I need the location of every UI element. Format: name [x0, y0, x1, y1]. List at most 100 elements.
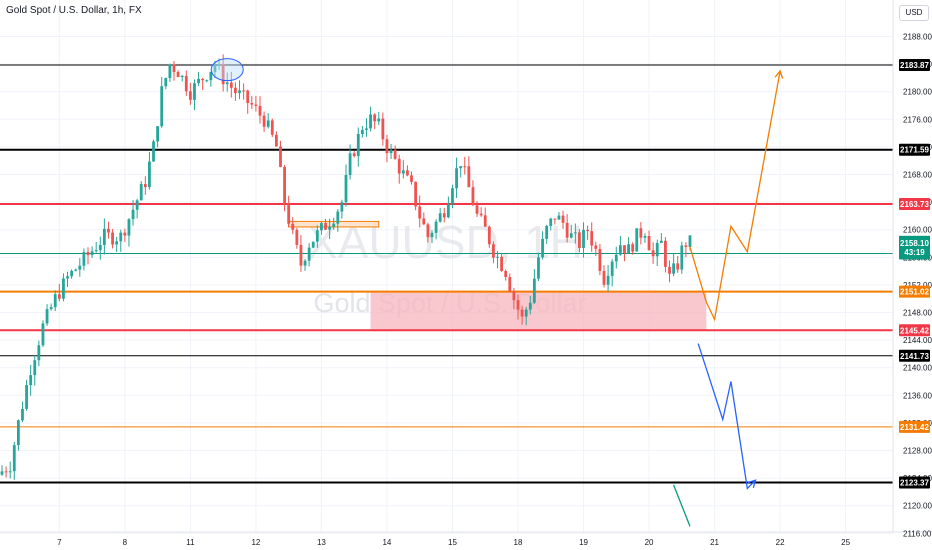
candle-body [156, 126, 160, 142]
candle-body [70, 270, 74, 277]
candle-body [471, 187, 475, 206]
ellipse-marker[interactable] [210, 58, 244, 82]
candle-body [672, 263, 676, 274]
candle-body [205, 80, 209, 82]
y-tick-label: 2128.00 [903, 447, 932, 456]
x-tick-label: 22 [776, 538, 785, 547]
candle-body [119, 232, 123, 242]
candle-body [320, 223, 323, 231]
candle-body [516, 300, 520, 310]
candle-body [508, 277, 512, 292]
candle-body [90, 251, 94, 256]
candle-body [41, 323, 45, 346]
candle-body [131, 209, 135, 220]
candle-body [328, 226, 332, 230]
candle-body [229, 82, 233, 88]
candle-body [180, 75, 184, 78]
candle-body [279, 146, 282, 167]
level-price-tag [899, 324, 930, 337]
candle-body [53, 294, 57, 308]
candle-body [291, 223, 295, 230]
candle-body [389, 149, 393, 154]
candle-body [381, 118, 385, 140]
candle-body [352, 153, 356, 157]
candle-body [614, 254, 618, 262]
candle-body [307, 247, 311, 261]
candle-body [135, 200, 139, 210]
candle-body [532, 278, 536, 303]
candle-body [446, 203, 450, 218]
candle-body [418, 206, 422, 219]
candle-body [549, 218, 553, 226]
candle-body [221, 64, 225, 85]
candle-body [324, 223, 327, 230]
x-tick-label: 11 [186, 538, 195, 547]
candle-body [356, 133, 360, 157]
candle-body [234, 87, 237, 94]
candle-body [123, 232, 127, 236]
candle-body [57, 294, 61, 299]
y-tick-label: 2160.00 [903, 226, 932, 235]
candle-body [659, 240, 663, 243]
y-tick-label: 2116.00 [903, 529, 932, 538]
level-price-label: 2131.42 [900, 423, 929, 432]
y-tick-label: 2188.00 [903, 33, 932, 42]
candle-body [225, 82, 229, 85]
candle-body [139, 184, 143, 201]
candle-body [266, 120, 270, 127]
candle-body [541, 238, 544, 258]
candle-body [184, 75, 188, 92]
candle-body [430, 232, 434, 238]
candle-body [414, 181, 418, 207]
currency-button[interactable]: USD [899, 5, 929, 21]
candle-body [664, 240, 667, 267]
candle-body [545, 225, 549, 239]
candle-body [176, 72, 180, 78]
candle-body [434, 221, 438, 233]
candle-body [598, 248, 602, 271]
green-trend-arrow[interactable] [673, 484, 691, 527]
candle-body [618, 245, 622, 255]
candle-body [668, 266, 671, 274]
x-tick-label: 19 [579, 538, 588, 547]
candle-body [610, 261, 614, 276]
candle-body [21, 408, 24, 421]
candle-body [451, 188, 454, 204]
x-tick-label: 14 [382, 538, 391, 547]
candle-body [315, 230, 319, 242]
candle-body [12, 445, 16, 472]
candle-body [168, 64, 172, 79]
candle-body [107, 228, 110, 233]
level-price-label: 2151.02 [900, 288, 929, 297]
candle-body [463, 166, 467, 168]
candle-body [238, 90, 241, 94]
x-tick-label: 7 [57, 538, 62, 547]
candle-body [561, 215, 565, 223]
candle-body [29, 375, 33, 386]
candle-body [602, 270, 606, 285]
candle-body [406, 170, 409, 176]
candle-body [676, 263, 680, 270]
candle-body [655, 242, 659, 257]
bullish-projection-path-arrowhead [774, 69, 784, 79]
candle-body [33, 360, 37, 376]
bullish-projection-path[interactable] [689, 70, 781, 322]
level-price-label: 2171.59 [900, 146, 929, 155]
candle-body [442, 213, 446, 218]
candle-body [217, 64, 221, 66]
bearish-projection-path[interactable] [697, 343, 756, 490]
candle-body [688, 235, 692, 247]
candle-body [98, 245, 102, 251]
candle-body [8, 471, 12, 473]
candle-body [102, 228, 106, 246]
candle-body [639, 228, 643, 238]
candle-body [467, 166, 471, 188]
candle-body [524, 309, 528, 317]
candle-body [82, 252, 86, 266]
candle-body [496, 256, 499, 258]
candle-body [459, 166, 463, 169]
candle-body [377, 118, 381, 122]
level-price-tag [899, 59, 930, 71]
demand-zone[interactable] [370, 291, 707, 331]
